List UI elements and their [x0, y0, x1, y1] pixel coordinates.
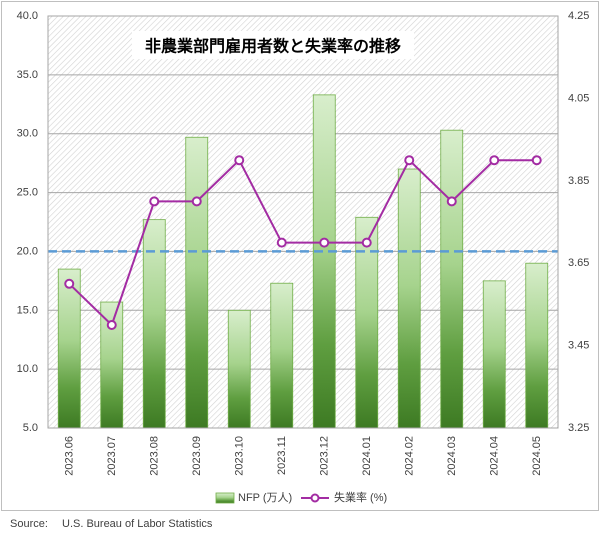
bar-nfp-2023.06 — [57, 268, 81, 429]
legend-swatch-nfp — [215, 492, 235, 504]
legend-item-nfp: NFP (万人) — [215, 491, 292, 504]
bar-nfp-2024.01 — [355, 216, 379, 429]
x-axis-tick-label: 2023.10 — [233, 436, 245, 476]
plot-background — [48, 16, 558, 428]
bar-nfp-2023.09 — [185, 136, 209, 429]
legend-item-unemployment-rate: 失業率 (%) — [301, 490, 387, 504]
bar-nfp-2024.03 — [440, 129, 464, 429]
bar-nfp-2023.11 — [270, 282, 294, 429]
x-axis-tick-label: 2023.09 — [191, 436, 203, 476]
y2-axis-tick-label: 3.65 — [568, 257, 589, 269]
x-axis-tick-label: 2024.05 — [531, 436, 543, 476]
x-axis-tick-label: 2024.04 — [488, 436, 500, 476]
y2-axis-tick-label: 4.25 — [568, 10, 589, 22]
source-text: U.S. Bureau of Labor Statistics — [62, 518, 213, 530]
legend: NFP (万人) 失業率 (%) — [215, 490, 387, 504]
y-axis-tick-label: 20.0 — [17, 245, 38, 257]
y2-axis-tick-label: 3.85 — [568, 175, 589, 187]
plot-area — [47, 15, 559, 429]
bar-nfp-2024.04 — [482, 280, 506, 429]
y2-axis-tick-label: 3.25 — [568, 422, 589, 434]
marker-unemployment-rate-2024.05 — [531, 155, 542, 166]
bar-nfp-2024.05 — [525, 262, 549, 429]
x-axis-tick-label: 2023.07 — [106, 436, 118, 476]
y-axis-tick-label: 35.0 — [17, 69, 38, 81]
bar-nfp-2023.12 — [312, 94, 336, 429]
y2-axis-tick-label: 3.45 — [568, 340, 589, 352]
x-axis-tick-label: 2023.06 — [63, 436, 75, 476]
chart-title-group: 非農業部門雇用者数と失業率の推移 — [132, 31, 414, 59]
chart-title: 非農業部門雇用者数と失業率の推移 — [145, 37, 401, 56]
marker-unemployment-rate-2023.09 — [191, 196, 202, 207]
y-axis-tick-label: 5.0 — [23, 422, 38, 434]
x-axis-tick-label: 2024.03 — [446, 436, 458, 476]
x-axis-tick-label: 2024.02 — [403, 436, 415, 476]
legend-label-unemployment-rate: 失業率 (%) — [334, 490, 387, 504]
x-axis-tick-label: 2023.11 — [276, 436, 288, 475]
y-axis-tick-label: 30.0 — [17, 128, 38, 140]
y2-axis-tick-label: 4.05 — [568, 92, 589, 104]
marker-unemployment-rate-2023.10 — [234, 155, 245, 166]
plot-border — [47, 15, 559, 429]
bar-nfp-2024.02 — [397, 168, 421, 429]
bar-nfp-2023.10 — [227, 309, 251, 429]
x-axis-tick-label: 2024.01 — [361, 436, 373, 476]
marker-unemployment-rate-2023.06 — [64, 278, 75, 289]
y-axis-tick-label: 25.0 — [17, 187, 38, 199]
marker-unemployment-rate-2023.11 — [276, 237, 287, 248]
line-unemployment-rate — [68, 159, 537, 326]
marker-unemployment-rate-2023.08 — [149, 196, 160, 207]
x-axis-tick-label: 2023.08 — [148, 436, 160, 476]
marker-unemployment-rate-2024.01 — [361, 237, 372, 248]
title-background — [132, 31, 414, 59]
x-axis-tick-label: 2023.12 — [318, 436, 330, 476]
y-axis-tick-label: 40.0 — [17, 10, 38, 22]
marker-unemployment-rate-2023.07 — [106, 320, 117, 330]
marker-unemployment-rate-2024.03 — [446, 196, 457, 207]
marker-unemployment-rate-2024.02 — [404, 155, 415, 166]
y-axis-tick-label: 15.0 — [17, 304, 38, 316]
marker-unemployment-rate-2024.04 — [489, 155, 500, 166]
source-label: Source: — [10, 518, 48, 530]
legend-swatch-marker-unemployment-rate — [310, 493, 320, 503]
y-axis-tick-label: 10.0 — [17, 363, 38, 375]
marker-unemployment-rate-2023.12 — [319, 237, 330, 248]
legend-label-nfp: NFP (万人) — [238, 491, 292, 504]
axes: 5.0 10.0 15.0 20.0 25.0 30.0 35.0 40.0 3.25 3.45 3… — [17, 10, 590, 476]
